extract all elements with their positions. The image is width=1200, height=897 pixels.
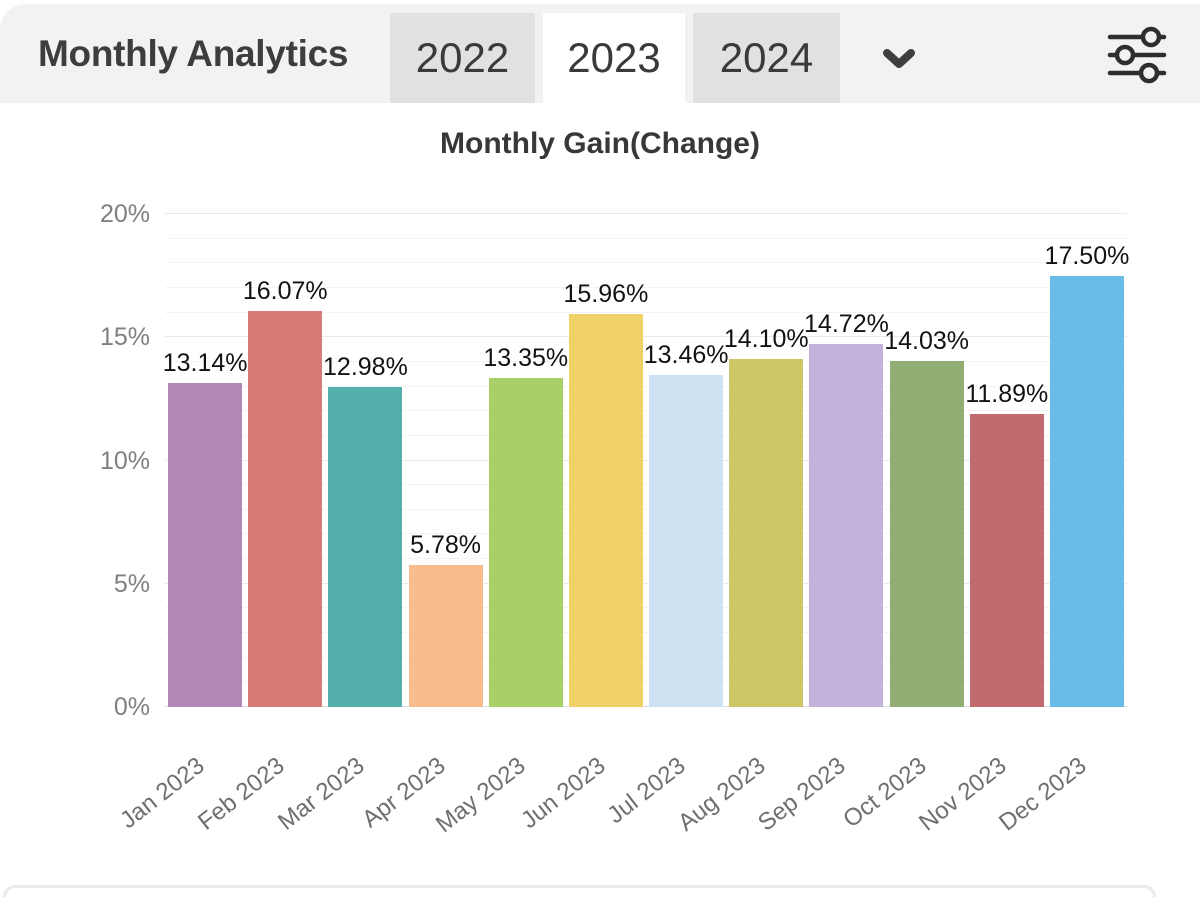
x-axis-label: Jun 2023 — [516, 752, 611, 835]
gridline — [165, 213, 1127, 214]
x-axis-label: Mar 2023 — [273, 752, 371, 836]
page-title: Monthly Analytics — [38, 33, 349, 74]
bar-aug-2023[interactable] — [729, 359, 804, 707]
y-axis-label: 0% — [113, 693, 150, 721]
y-axis-label: 20% — [99, 200, 150, 228]
x-axis-label: Sep 2023 — [753, 752, 852, 837]
bar-may-2023[interactable] — [488, 377, 563, 707]
next-section-card — [3, 885, 1156, 897]
tab-2024[interactable]: 2024 — [693, 13, 840, 103]
bar-value-label: 11.89% — [965, 379, 1049, 408]
x-axis-label: Apr 2023 — [356, 752, 451, 834]
x-axis-label: Jul 2023 — [602, 752, 691, 830]
bar-jul-2023[interactable] — [649, 375, 724, 707]
bar-value-label: 13.14% — [162, 349, 248, 378]
gridline — [165, 410, 1127, 412]
bar-value-label: 13.46% — [643, 341, 729, 370]
bar-sep-2023[interactable] — [809, 344, 884, 707]
bar-value-label: 13.35% — [483, 343, 569, 372]
gridline — [165, 434, 1127, 436]
bar-value-label: 14.72% — [804, 310, 889, 339]
x-axis-line — [165, 706, 1127, 707]
chart-title: Monthly Gain(Change) — [440, 127, 760, 160]
gridline — [165, 484, 1127, 486]
bar-jan-2023[interactable] — [168, 383, 243, 707]
x-axis-label: Jan 2023 — [115, 752, 210, 835]
gridline — [165, 607, 1127, 609]
y-axis-label: 15% — [99, 323, 150, 352]
gridline — [165, 336, 1127, 338]
gridline — [165, 508, 1127, 510]
bar-value-label: 12.98% — [323, 353, 408, 382]
gridline — [165, 237, 1127, 239]
x-axis-label: Feb 2023 — [193, 752, 290, 836]
bar-dec-2023[interactable] — [1049, 275, 1124, 707]
plot-area: 13.14% 16.07% 12.98% 5.78% 13.35% 15.96% 13.46… — [163, 213, 1129, 707]
bar-nov-2023[interactable] — [969, 413, 1044, 707]
bar-value-label: 14.10% — [723, 325, 809, 354]
chevron-down-icon[interactable] — [882, 48, 916, 74]
x-axis-label: Oct 2023 — [837, 752, 932, 834]
gridline — [165, 286, 1127, 288]
gridline — [165, 311, 1127, 313]
gridline — [165, 632, 1127, 634]
gridline — [165, 385, 1127, 387]
gridline — [165, 262, 1127, 264]
bar-value-label: 15.96% — [563, 279, 649, 308]
gridline — [165, 681, 1127, 683]
gridline — [165, 582, 1127, 584]
gridline — [165, 459, 1127, 461]
x-axis-label: Nov 2023 — [913, 752, 1012, 837]
gridline — [165, 558, 1127, 560]
x-axis-label: Aug 2023 — [673, 752, 771, 837]
x-axis-label: Dec 2023 — [993, 752, 1092, 837]
bar-apr-2023[interactable] — [408, 564, 483, 707]
x-axis-label: May 2023 — [430, 752, 531, 839]
sliders-icon[interactable] — [1104, 26, 1170, 86]
bar-feb-2023[interactable] — [248, 310, 323, 707]
gridline — [165, 533, 1127, 535]
gridline — [165, 360, 1127, 362]
bar-mar-2023[interactable] — [328, 387, 403, 707]
bar-jun-2023[interactable] — [568, 313, 643, 707]
header-bar: Monthly Analytics 2022 2023 2024 — [0, 4, 1200, 103]
y-axis-label: 10% — [99, 446, 150, 475]
y-axis-label: 5% — [113, 569, 150, 598]
tab-2023[interactable]: 2023 — [543, 13, 685, 103]
gridline — [165, 656, 1127, 658]
bar-value-label: 16.07% — [242, 276, 328, 305]
bar-value-label: 17.50% — [1044, 241, 1130, 270]
bar-oct-2023[interactable] — [889, 361, 964, 707]
bar-value-label: 14.03% — [884, 327, 969, 356]
bar-value-label: 5.78% — [410, 530, 482, 559]
tab-2022[interactable]: 2022 — [390, 13, 535, 103]
